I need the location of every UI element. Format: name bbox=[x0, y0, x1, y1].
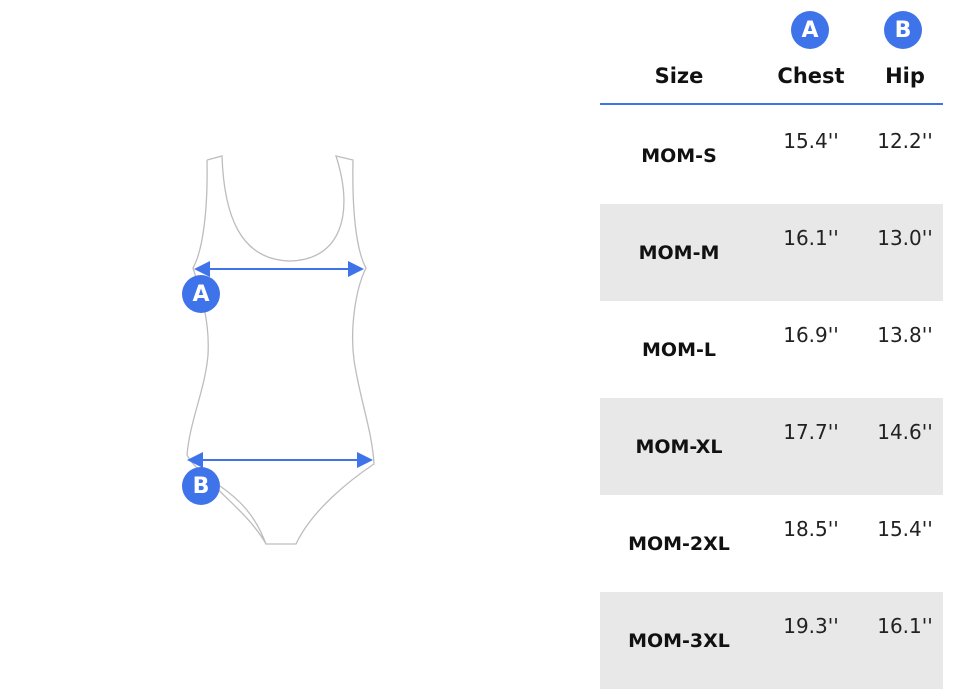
chest-cell: 17.7'' bbox=[783, 420, 839, 444]
chest-header-marker: A bbox=[791, 11, 829, 49]
chest-cell: 19.3'' bbox=[783, 614, 839, 638]
size-header: Size bbox=[654, 64, 704, 88]
hip-cell: 13.8'' bbox=[877, 323, 933, 347]
hip-cell: 12.2'' bbox=[877, 129, 933, 153]
table-row: MOM-M 16.1'' 13.0'' bbox=[600, 204, 943, 301]
table-row: MOM-L 16.9'' 13.8'' bbox=[600, 301, 943, 398]
size-cell: MOM-M bbox=[638, 242, 720, 264]
hip-cell: 15.4'' bbox=[877, 517, 933, 541]
size-cell: MOM-3XL bbox=[628, 630, 730, 652]
hip-marker-b: B bbox=[182, 467, 220, 505]
table-row: MOM-S 15.4'' 12.2'' bbox=[600, 107, 943, 204]
chest-header: Chest bbox=[777, 64, 845, 88]
size-cell: MOM-S bbox=[641, 145, 717, 167]
size-cell: MOM-XL bbox=[635, 436, 723, 458]
table-row: MOM-3XL 19.3'' 16.1'' bbox=[600, 592, 943, 689]
chest-cell: 16.1'' bbox=[783, 226, 839, 250]
chest-cell: 18.5'' bbox=[783, 517, 839, 541]
hip-header: Hip bbox=[885, 64, 925, 88]
chest-cell: 16.9'' bbox=[783, 323, 839, 347]
table-row: MOM-XL 17.7'' 14.6'' bbox=[600, 398, 943, 495]
swimsuit-diagram bbox=[186, 155, 375, 545]
hip-cell: 13.0'' bbox=[877, 226, 933, 250]
chest-marker-a: A bbox=[182, 275, 220, 313]
hip-cell: 16.1'' bbox=[877, 614, 933, 638]
table-row: MOM-2XL 18.5'' 15.4'' bbox=[600, 495, 943, 592]
size-cell: MOM-2XL bbox=[628, 533, 730, 555]
size-cell: MOM-L bbox=[642, 339, 716, 361]
hip-header-marker: B bbox=[884, 11, 922, 49]
hip-cell: 14.6'' bbox=[877, 420, 933, 444]
chest-cell: 15.4'' bbox=[783, 129, 839, 153]
header-divider bbox=[600, 103, 943, 105]
